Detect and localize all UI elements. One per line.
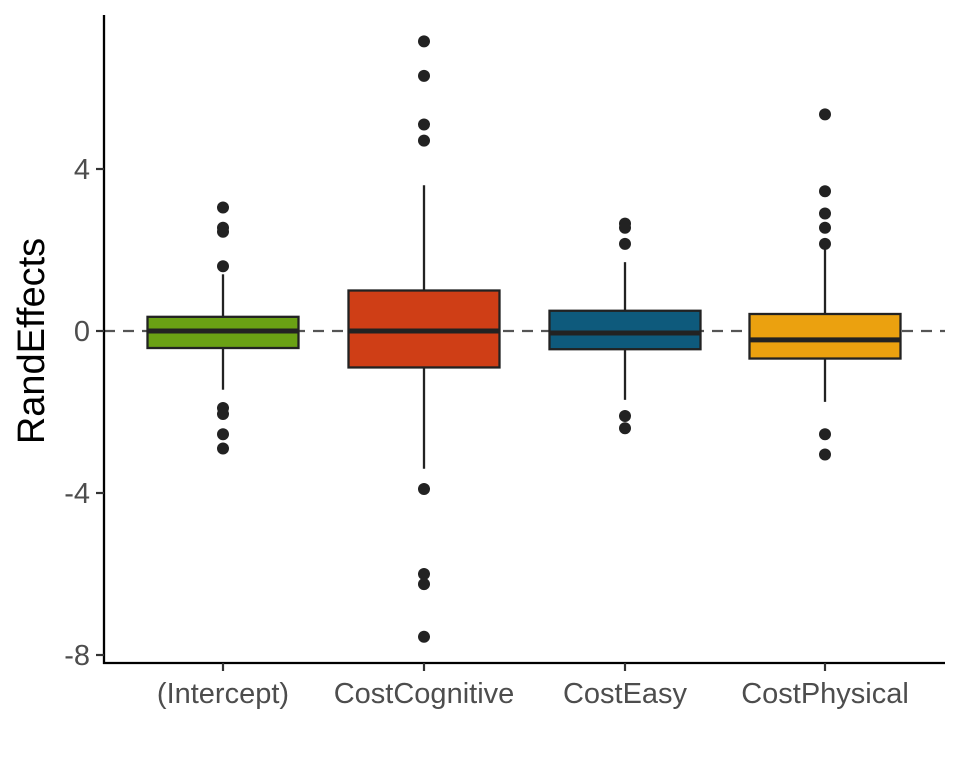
outlier-point bbox=[819, 237, 831, 250]
axes: -8 -4 0 4 (Intercept) CostCognitive CostEasy Co… bbox=[64, 15, 945, 710]
outlier-point bbox=[819, 108, 831, 121]
outlier-point bbox=[619, 410, 631, 423]
box-group-costcognitive bbox=[347, 35, 501, 643]
outlier-point bbox=[217, 225, 229, 238]
outlier-point bbox=[418, 630, 430, 643]
outlier-point bbox=[217, 442, 229, 455]
box-group-costphysical bbox=[748, 108, 902, 461]
outlier-point bbox=[819, 221, 831, 234]
box-group-costeasy bbox=[548, 217, 702, 435]
outlier-point bbox=[418, 482, 430, 495]
outlier-point bbox=[819, 428, 831, 441]
outlier-point bbox=[819, 207, 831, 220]
outlier-point bbox=[418, 35, 430, 48]
x-tick-label: CostPhysical bbox=[741, 678, 909, 710]
outlier-point bbox=[418, 578, 430, 591]
x-tick-label: (Intercept) bbox=[157, 678, 289, 710]
outlier-point bbox=[819, 185, 831, 198]
x-tick-label: CostCognitive bbox=[334, 678, 515, 710]
outlier-point bbox=[418, 69, 430, 82]
outlier-point bbox=[619, 422, 631, 435]
y-tick-label: 0 bbox=[74, 316, 90, 348]
outlier-point bbox=[418, 568, 430, 580]
y-tick-label: 4 bbox=[74, 154, 90, 186]
outlier-point bbox=[217, 408, 229, 421]
x-tick-label: CostEasy bbox=[563, 678, 688, 710]
outlier-point bbox=[217, 428, 229, 441]
plot-marks bbox=[104, 35, 945, 643]
outlier-point bbox=[619, 221, 631, 234]
box-group-intercept bbox=[146, 201, 300, 455]
outlier-point bbox=[418, 118, 430, 131]
outlier-point bbox=[217, 201, 229, 214]
y-tick-label: -4 bbox=[64, 478, 90, 510]
y-tick-label: -8 bbox=[64, 640, 90, 672]
outlier-point bbox=[819, 448, 831, 461]
outlier-point bbox=[418, 134, 430, 147]
box-iqr bbox=[748, 312, 902, 360]
outlier-point bbox=[217, 260, 229, 273]
box-iqr bbox=[548, 309, 702, 351]
y-axis-title: RandEffects bbox=[11, 238, 53, 444]
outlier-point bbox=[619, 237, 631, 250]
